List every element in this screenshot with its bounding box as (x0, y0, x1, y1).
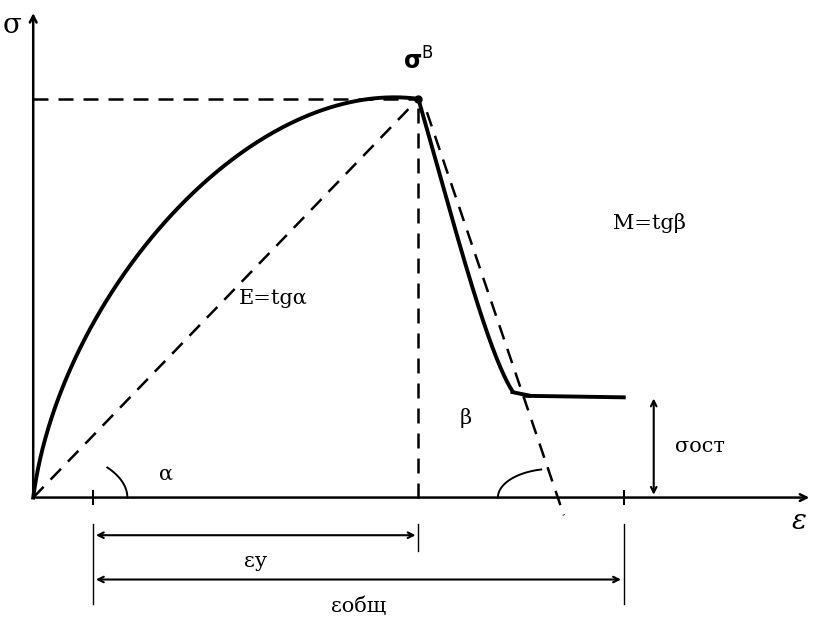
Text: M=tgβ: M=tgβ (613, 213, 686, 233)
Text: E=tgα: E=tgα (238, 288, 307, 308)
Text: εобщ: εобщ (330, 596, 386, 616)
Text: β: β (459, 408, 472, 428)
Text: εу: εу (244, 552, 267, 571)
Text: σ: σ (2, 12, 21, 39)
Text: α: α (159, 465, 173, 484)
Text: $\mathbf{\sigma^{\rm B}}$: $\mathbf{\sigma^{\rm B}}$ (403, 47, 434, 75)
Text: σост: σост (675, 437, 725, 456)
Text: ε: ε (792, 508, 806, 535)
